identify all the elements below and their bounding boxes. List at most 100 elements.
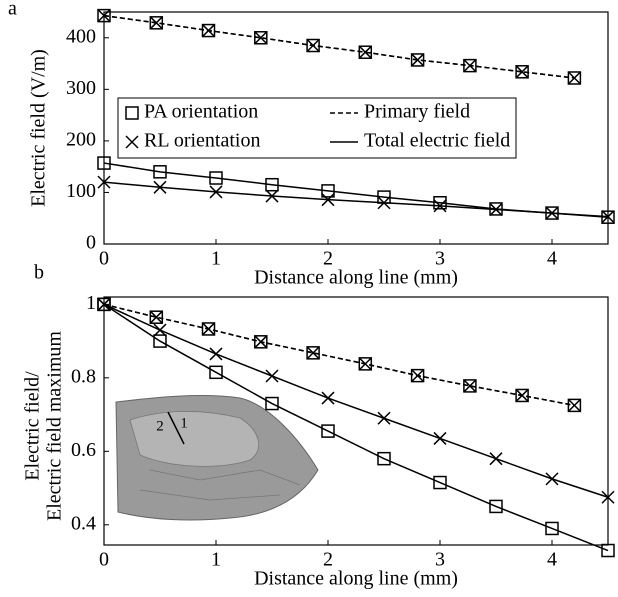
x-tick-label: 1 — [211, 549, 221, 571]
marker-square — [97, 297, 111, 312]
legend-box — [117, 97, 517, 159]
marker-x — [601, 210, 615, 224]
marker-square — [545, 521, 559, 536]
legend-label: Primary field — [364, 101, 470, 123]
marker-x — [463, 59, 477, 73]
marker-x — [411, 369, 425, 383]
x-tick-label: 2 — [323, 549, 333, 571]
marker-square — [209, 171, 223, 185]
marker-x — [254, 335, 268, 349]
marker-square — [463, 379, 477, 393]
inset-mesh — [115, 394, 319, 521]
series-line — [103, 14, 575, 79]
marker-square — [601, 210, 615, 224]
series-line — [103, 303, 609, 498]
x-tick-label: 3 — [435, 248, 445, 270]
marker-x — [321, 193, 335, 207]
y-tick-label: 0 — [86, 232, 96, 254]
marker-square — [306, 346, 320, 360]
marker-x — [567, 398, 581, 412]
marker-x — [601, 490, 615, 504]
marker-square — [97, 8, 111, 23]
legend-label: Total electric field — [364, 130, 510, 152]
marker-square — [201, 23, 216, 38]
legend-label: PA orientation — [144, 101, 258, 123]
series-line — [103, 303, 575, 407]
marker-x — [358, 357, 372, 371]
y-tick-label: 300 — [66, 77, 96, 99]
panel-label: a — [8, 0, 17, 20]
marker-x — [321, 391, 335, 405]
panel-label: b — [34, 262, 44, 284]
marker-x — [149, 310, 163, 324]
y-axis-label: Electric field/ — [22, 371, 44, 481]
marker-x — [433, 431, 447, 445]
series-line — [103, 303, 575, 407]
marker-square — [306, 38, 320, 53]
marker-x — [125, 135, 139, 149]
marker-x — [515, 388, 529, 402]
x-tick-label: 1 — [211, 248, 221, 270]
x-tick-label: 2 — [323, 248, 333, 270]
x-tick-label: 0 — [99, 549, 109, 571]
x-tick-label: 4 — [547, 248, 557, 270]
marker-x — [201, 322, 216, 336]
inset-surface — [129, 411, 260, 467]
x-tick-label: 3 — [435, 549, 445, 571]
marker-x — [515, 65, 529, 79]
y-tick-label: 0.8 — [71, 365, 96, 387]
x-tick-label: 4 — [547, 549, 557, 571]
marker-x — [377, 411, 391, 425]
series-line — [103, 14, 575, 79]
marker-square — [201, 322, 216, 336]
marker-square — [433, 475, 447, 490]
marker-square — [515, 388, 529, 403]
x-axis-label: Distance along line (mm) — [254, 568, 458, 590]
inset-line — [167, 411, 185, 445]
marker-x — [545, 206, 559, 220]
marker-square — [97, 156, 111, 170]
legend-label: RL orientation — [144, 130, 260, 152]
marker-x — [209, 347, 223, 361]
marker-square — [149, 16, 164, 30]
marker-x — [97, 9, 111, 23]
marker-square — [410, 368, 425, 383]
x-tick-label: 0 — [99, 248, 109, 270]
marker-x — [411, 53, 425, 67]
marker-x — [97, 297, 111, 311]
marker-square — [265, 177, 279, 192]
marker-square — [265, 396, 279, 411]
inset-edges — [139, 469, 301, 501]
marker-x — [489, 452, 503, 466]
marker-x — [489, 202, 503, 216]
marker-x — [153, 323, 167, 337]
marker-square — [377, 451, 391, 466]
marker-square — [489, 499, 503, 514]
marker-x — [209, 185, 223, 199]
marker-square — [358, 45, 373, 59]
marker-square — [358, 357, 373, 371]
marker-x — [254, 31, 268, 45]
y-tick-label: 400 — [66, 25, 96, 47]
marker-x — [201, 24, 216, 38]
series-line — [103, 181, 609, 218]
marker-x — [149, 16, 163, 30]
marker-square — [153, 334, 167, 348]
marker-square — [254, 31, 268, 45]
y-tick-label: 0.4 — [71, 512, 96, 534]
marker-square — [567, 398, 582, 413]
marker-x — [433, 199, 447, 213]
marker-square — [125, 106, 139, 120]
y-axis-label: Electric field (V/m) — [28, 49, 50, 207]
y-tick-label: 0.6 — [71, 439, 96, 461]
marker-square — [601, 543, 615, 558]
marker-x — [377, 196, 391, 210]
y-tick-label: 100 — [66, 180, 96, 202]
x-axis-label: Distance along line (mm) — [254, 267, 458, 289]
y-tick-label: 1 — [86, 292, 96, 314]
marker-square — [321, 184, 335, 198]
plot-frame — [103, 11, 609, 245]
marker-x — [153, 180, 167, 194]
marker-square — [433, 196, 447, 210]
